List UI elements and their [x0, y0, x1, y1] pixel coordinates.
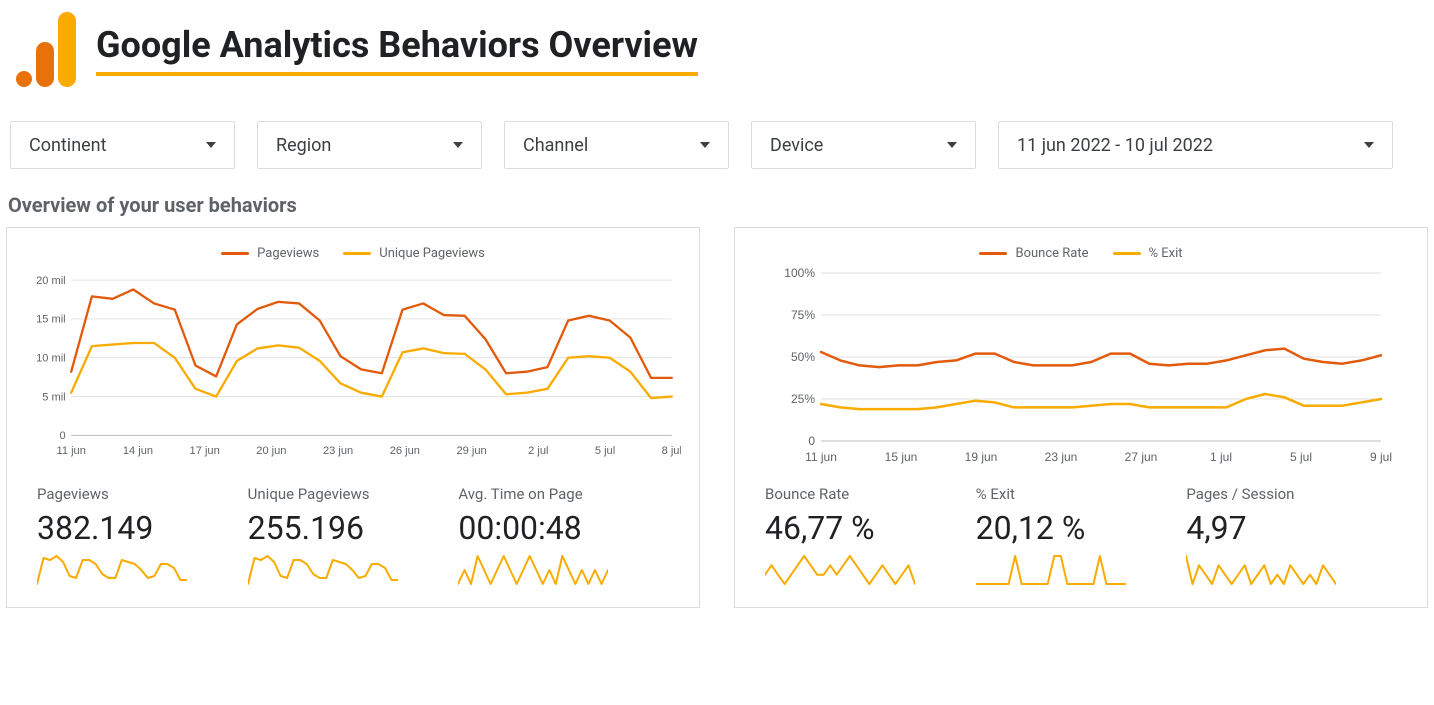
chevron-down-icon [1364, 142, 1374, 148]
header: Google Analytics Behaviors Overview [6, 8, 1428, 95]
svg-text:8 jul: 8 jul [662, 445, 681, 457]
card-pageviews: PageviewsUnique Pageviews 05 mil10 mil15… [6, 227, 700, 608]
logo-bar-tall [58, 12, 76, 87]
svg-text:11 jun: 11 jun [805, 450, 837, 464]
sparkline [976, 553, 1126, 587]
logo-bar-short [36, 42, 54, 87]
legend-label: Bounce Rate [1015, 246, 1088, 261]
svg-text:11 jun: 11 jun [57, 445, 86, 457]
filter-date-label: 11 jun 2022 - 10 jul 2022 [1017, 135, 1213, 156]
svg-text:14 jun: 14 jun [123, 445, 153, 457]
svg-text:26 jun: 26 jun [390, 445, 420, 457]
metric-value: 4,97 [1186, 509, 1397, 547]
metric: Bounce Rate 46,77 % [765, 485, 976, 587]
legend-swatch [1113, 252, 1141, 255]
filter-region[interactable]: Region [257, 121, 482, 169]
svg-text:5 mil: 5 mil [42, 391, 65, 403]
chevron-down-icon [206, 142, 216, 148]
svg-text:75%: 75% [791, 308, 815, 322]
svg-text:15 jun: 15 jun [885, 450, 918, 464]
svg-text:5 jul: 5 jul [595, 445, 615, 457]
chart-legend: Pageviews Unique Pageviews [25, 246, 681, 261]
sparkline [37, 553, 187, 587]
page-title: Google Analytics Behaviors Overview [96, 24, 698, 76]
filter-date-range[interactable]: 11 jun 2022 - 10 jul 2022 [998, 121, 1393, 169]
svg-text:27 jun: 27 jun [1125, 450, 1158, 464]
filter-device[interactable]: Device [751, 121, 976, 169]
metric-value: 20,12 % [976, 509, 1187, 547]
svg-text:23 jun: 23 jun [323, 445, 353, 457]
cards-row: PageviewsUnique Pageviews 05 mil10 mil15… [6, 227, 1428, 608]
svg-text:20 mil: 20 mil [36, 275, 66, 287]
svg-text:0: 0 [808, 434, 815, 448]
metric-value: 382.149 [37, 509, 248, 547]
sparkline [765, 553, 915, 587]
metric: Avg. Time on Page 00:00:48 [458, 485, 669, 587]
legend-label: Unique Pageviews [379, 246, 485, 261]
legend-item: Bounce Rate [979, 246, 1088, 261]
svg-text:9 jul: 9 jul [1370, 450, 1392, 464]
legend-label: Pageviews [257, 246, 319, 261]
metric-label: Avg. Time on Page [458, 485, 669, 503]
card-bounce: Bounce Rate% Exit 025%50%75%100%11 jun15… [734, 227, 1428, 608]
chevron-down-icon [700, 142, 710, 148]
svg-text:25%: 25% [791, 392, 815, 406]
legend-item: % Exit [1113, 246, 1183, 261]
legend-item: Unique Pageviews [343, 246, 485, 261]
chevron-down-icon [453, 142, 463, 148]
logo-dot [16, 71, 32, 87]
chart-legend: Bounce Rate % Exit [753, 246, 1409, 261]
legend-swatch [979, 252, 1007, 255]
svg-text:0: 0 [59, 430, 65, 442]
svg-text:29 jun: 29 jun [456, 445, 486, 457]
filter-channel-label: Channel [523, 135, 588, 156]
metric-label: Bounce Rate [765, 485, 976, 503]
filter-continent-label: Continent [29, 135, 107, 156]
metric-label: Pageviews [37, 485, 248, 503]
sparkline [1186, 553, 1336, 587]
ga-logo [6, 12, 76, 87]
metric: % Exit 20,12 % [976, 485, 1187, 587]
metric-value: 255.196 [248, 509, 459, 547]
svg-text:20 jun: 20 jun [256, 445, 286, 457]
metric-label: Unique Pageviews [248, 485, 459, 503]
svg-text:5 jul: 5 jul [1290, 450, 1312, 464]
svg-text:15 mil: 15 mil [36, 314, 66, 326]
sparkline [458, 553, 608, 587]
svg-text:17 jun: 17 jun [190, 445, 220, 457]
chevron-down-icon [947, 142, 957, 148]
metric-value: 46,77 % [765, 509, 976, 547]
legend-swatch [343, 252, 371, 255]
filter-channel[interactable]: Channel [504, 121, 729, 169]
section-title: Overview of your user behaviors [8, 193, 1428, 217]
metrics-right: Bounce Rate46,77 %% Exit20,12 %Pages / S… [753, 485, 1409, 587]
filter-device-label: Device [770, 135, 823, 156]
sparkline [248, 553, 398, 587]
metric: Pageviews 382.149 [37, 485, 248, 587]
filter-continent[interactable]: Continent [10, 121, 235, 169]
metrics-left: Pageviews382.149Unique Pageviews255.196A… [25, 485, 681, 587]
pageviews-chart: 0 5 mil 10 mil 15 mil 20 mil 11 jun 14 jun 17 j… [25, 267, 681, 467]
svg-text:23 jun: 23 jun [1045, 450, 1078, 464]
metric: Unique Pageviews 255.196 [248, 485, 459, 587]
svg-text:50%: 50% [791, 350, 815, 364]
metric-value: 00:00:48 [458, 509, 669, 547]
bounce-chart: 0 25% 50% 75% 100% 11 jun 15 jun 19 jun 23 jun 27… [753, 267, 1409, 467]
legend-item: Pageviews [221, 246, 319, 261]
metric: Pages / Session 4,97 [1186, 485, 1397, 587]
legend-swatch [221, 252, 249, 255]
svg-text:2 jul: 2 jul [528, 445, 548, 457]
filter-region-label: Region [276, 135, 331, 156]
svg-text:1 jul: 1 jul [1210, 450, 1232, 464]
legend-label: % Exit [1149, 246, 1183, 261]
svg-text:100%: 100% [784, 267, 815, 280]
svg-text:10 mil: 10 mil [36, 352, 66, 364]
filter-bar: Continent Region Channel Device 11 jun 2… [6, 121, 1428, 169]
metric-label: Pages / Session [1186, 485, 1397, 503]
svg-text:19 jun: 19 jun [965, 450, 998, 464]
metric-label: % Exit [976, 485, 1187, 503]
